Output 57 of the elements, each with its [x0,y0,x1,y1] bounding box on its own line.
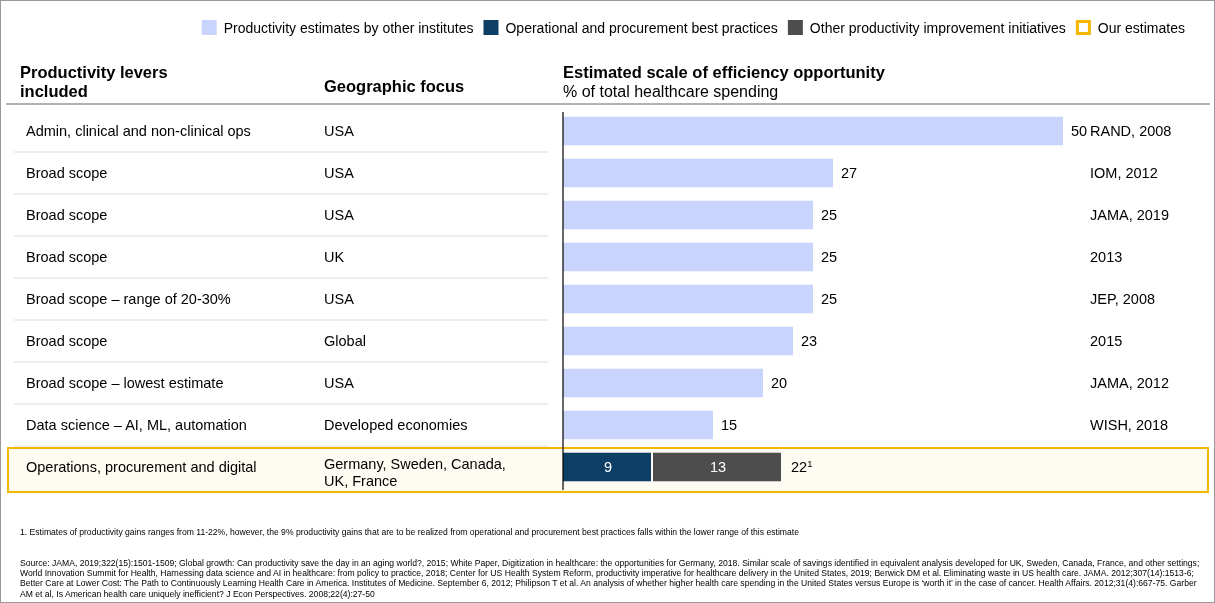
data-label: 23 [801,333,818,349]
source-note: Source: JAMA, 2019;322(15):1501-1509; Global growth: Can productivity save the day in an aging world?, 2015; White Paper, Digitization in healthcare: the opportunities for Germany, 2018. Similar scale of savings identified in equivalent analysis developed for UK, Sweden, Canada, France, and other settings; World Innovation Summit for Health, Harnessing data science and AI in healthcare: from policy to practice, 2018; Center for US Health System Reform, productivity imperative for healthcare delivery in the United States, 2019; Berwick DM et al. Eliminating waste in US health care. JAMA. 2012;307(14):1513-6; Better Care at Lower Cost: The Path to Continuously Learning Health Care in America. Institutes of Medicine. September 6, 2012; Philipson T et al. An analysis of whether higher health care spending in the United States versus Europe is ‘worth it’ in the case of cancer. Health Affairs. 2012;31(4):667-75. Garber AM et al, Is American health care uniquely inefficient? J Econ Perspectives. 2008;22(4):27-50 [20,558,1200,599]
bar [563,410,713,440]
data-label: 25 [821,291,838,307]
y2-tick-label: Global [324,333,366,349]
text: 1. Estimates of productivity gains ranges from 11-22%, however, the 9% productivity gains that are to be realized from operational and procurement best practices falls within the lower range of this estimate [20,527,800,538]
chart-title: Estimated scale of efficiency opportunity [563,63,886,81]
y-axis-title: Productivity levers included [20,63,168,100]
data-label: 25 [821,207,838,223]
bar [563,452,651,482]
text: JAMA, 2012 [1090,375,1169,391]
text: JAMA, 2019 [1090,207,1169,223]
text: JEP, 2008 [1090,291,1156,307]
chart-subtitle: % of total healthcare spending [563,83,779,100]
legend-label: Our estimates [1097,20,1185,36]
data-label: 20 [771,375,788,391]
y-tick-label: Data science – AI, ML, automation [26,417,247,433]
y-tick-label: Admin, clinical and non-clinical ops [26,123,251,139]
y2-tick-label: USA [324,165,355,181]
y-tick-label: Broad scope – range of 20-30% [26,291,231,307]
bar [563,116,1063,146]
text: WISH, 2018 [1090,417,1169,433]
legend-label: Productivity estimates by other institutes [223,20,474,36]
y2-tick-label: UK [324,249,345,265]
y2-tick-label: USA [324,291,355,307]
data-label: 9 [603,459,613,475]
bar [563,284,813,314]
data-label: 27 [841,165,858,181]
data-label: 25 [821,249,838,265]
text: IOM, 2012 [1090,165,1158,181]
y2-axis-title: Geographic focus [324,77,465,95]
y-tick-label: Broad scope [26,207,108,223]
text: 2015 [1090,333,1123,349]
bar [563,242,813,272]
legend-label: Other productivity improvement initiatives [809,20,1066,36]
y-tick-label: Broad scope [26,333,108,349]
y-tick-label: Broad scope [26,249,108,265]
bar [563,326,793,356]
y2-tick-label: USA [324,123,355,139]
total-label: 22$^{1}$ [791,457,813,475]
legend-label: Operational and procurement best practices [505,20,778,36]
y2-tick-label: Germany, Sweden, Canada, UK, France [324,456,506,489]
y-tick-label: Broad scope [26,165,108,181]
text: 2013 [1090,249,1123,265]
bar [563,368,763,398]
data-label: 50 [1071,123,1088,139]
y-tick-label: Operations, procurement and digital [26,459,257,475]
data-label: 13 [709,459,727,475]
y2-tick-label: USA [324,375,355,391]
y2-tick-label: Developed economies [324,417,468,433]
y-tick-label: Broad scope – lowest estimate [26,375,224,391]
bar [563,158,833,188]
y2-tick-label: USA [324,207,355,223]
data-label: 15 [721,417,738,433]
bar [563,200,813,230]
text: RAND, 2008 [1090,123,1172,139]
bar [653,452,781,482]
